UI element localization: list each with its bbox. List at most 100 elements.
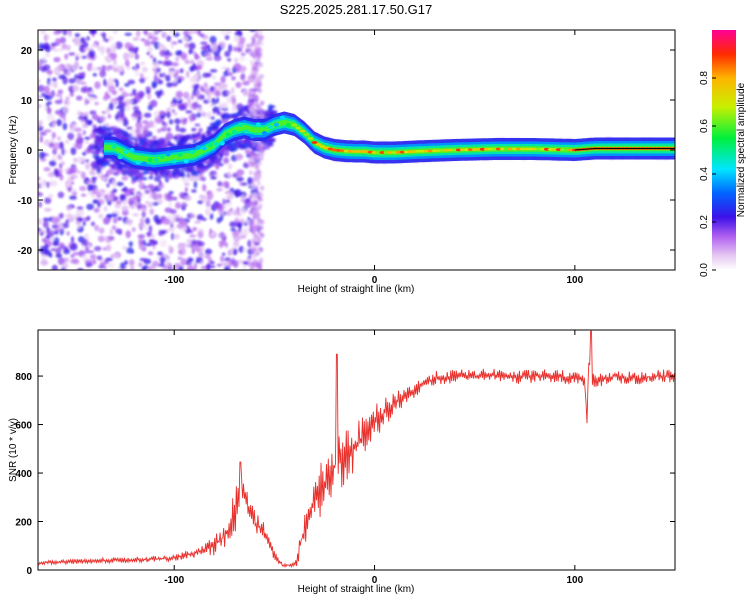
spectrogram-noise-blob — [55, 38, 61, 46]
spectrogram-noise-blob — [230, 227, 236, 232]
spectrogram-noise-blob — [38, 201, 43, 208]
spectrogram-noise-blob — [260, 185, 265, 191]
spectrogram-noise-blob — [111, 163, 116, 170]
spectrogram-noise-blob — [242, 138, 250, 144]
spectrogram-noise-blob — [180, 258, 187, 266]
colorbar-ticks: 0.0 0.2 0.4 0.6 0.8 — [699, 71, 716, 277]
spectrogram-ridge-hotspot — [141, 161, 147, 166]
spectrogram-noise-blob — [44, 94, 50, 99]
spectrogram-noise-blob — [96, 255, 103, 260]
spectrogram-noise-blob — [82, 151, 87, 156]
spectrogram-noise-blob — [169, 143, 175, 148]
spectrogram-noise-blob — [92, 124, 97, 129]
spectrogram-noise-blob — [138, 262, 143, 268]
spectrogram-ridge-hotspot — [315, 143, 322, 146]
spectrogram-noise-blob — [110, 43, 117, 48]
spectrogram-noise-blob — [57, 89, 64, 95]
spectrogram-noise-blob — [57, 257, 65, 266]
spectrogram-noise-blob — [45, 34, 50, 40]
spectrogram-noise-blob — [115, 228, 123, 234]
snr-y-tick-label: 800 — [15, 372, 32, 383]
snr-x-label: Height of straight line (km) — [298, 584, 415, 595]
spectrogram-noise-blob — [66, 231, 70, 236]
spectrogram-noise-blob — [183, 91, 190, 100]
spectrogram-noise-blob — [220, 30, 228, 36]
spectrogram-noise-blob — [132, 37, 140, 41]
spectrogram-noise-blob — [61, 43, 68, 50]
spectrogram-noise-blob — [125, 99, 133, 105]
spectrogram-noise-blob — [258, 160, 262, 166]
spectrogram-noise-blob — [249, 50, 254, 55]
spectrogram-noise-blob — [71, 84, 80, 92]
spectrogram-noise-blob — [128, 259, 135, 266]
spectrogram-noise-blob — [238, 245, 245, 253]
spectrogram-ridge-hotspot — [249, 134, 255, 139]
spectrogram-noise-blob — [121, 134, 129, 141]
spectrogram-noise-blob — [247, 239, 252, 248]
spectrogram-noise-blob — [121, 175, 129, 181]
spectrogram-noise-blob — [38, 79, 41, 84]
spectrogram-noise-blob — [228, 260, 232, 268]
spectrogram-noise-blob — [89, 134, 97, 139]
spectrogram-noise-blob — [205, 200, 211, 207]
spectrogram-noise-blob — [66, 30, 72, 35]
spectrogram-noise-blob — [96, 137, 103, 142]
spectrogram-noise-blob — [254, 241, 259, 247]
spectrogram-ridge-hotspot — [135, 160, 141, 165]
spectrogram-noise-blob — [68, 78, 76, 84]
spectrogram-noise-blob — [191, 239, 197, 246]
spectrogram-noise-blob — [242, 113, 249, 118]
spectrogram-noise-blob — [151, 135, 157, 140]
spectrogram-noise-blob — [140, 38, 146, 42]
spectrogram-noise-blob — [258, 203, 263, 209]
spectrogram-noise-blob — [194, 132, 203, 140]
spectrogram-noise-blob — [127, 79, 136, 85]
spectrogram-noise-blob — [122, 118, 129, 127]
spectrogram-noise-blob — [215, 90, 221, 97]
spectrogram-noise-blob — [160, 127, 167, 132]
colorbar-tick-label: 0.6 — [699, 119, 710, 133]
spectrogram-noise-blob — [151, 195, 160, 200]
spectrogram-noise-blob — [97, 45, 102, 52]
spectrogram-noise-blob — [205, 160, 209, 165]
spectrogram-ridge-hotspot — [307, 137, 314, 140]
spectrogram-noise-blob — [204, 82, 208, 88]
spectrogram-noise-blob — [98, 227, 105, 234]
spectrogram-noise-blob — [178, 265, 184, 270]
spectrogram-noise-blob — [251, 228, 256, 234]
spectrogram-noise-blob — [255, 78, 260, 84]
spectrogram-noise-blob — [233, 63, 242, 70]
spectrogram-noise-blob — [194, 52, 199, 59]
spectrogram-noise-blob — [62, 106, 69, 114]
spectrogram-noise-blob — [72, 252, 80, 256]
spectrogram-noise-blob — [209, 69, 218, 73]
spectrogram-noise-blob — [191, 127, 197, 132]
spectrogram-noise-blob — [194, 123, 201, 127]
spectrogram-noise-blob — [154, 176, 161, 182]
spectrogram-noise-blob — [104, 38, 109, 43]
spectrogram-ridge-hotspot — [261, 130, 267, 136]
spectrogram-noise-blob — [75, 221, 82, 225]
spectrogram-noise-blob — [229, 221, 237, 228]
spectrogram-noise-blob — [87, 183, 93, 192]
snr-x-tick-label: 100 — [566, 575, 583, 586]
spectrogram-noise-blob — [233, 236, 241, 242]
spectrogram-noise-blob — [251, 201, 256, 207]
spectrogram-noise-blob — [129, 168, 138, 175]
spectrogram-noise-blob — [234, 31, 243, 37]
spectrogram-noise-blob — [220, 239, 227, 246]
spectrogram-noise-blob — [74, 127, 82, 132]
spectrogram-noise-blob — [58, 141, 64, 150]
spectrogram-noise-blob — [209, 170, 217, 175]
spectrogram-noise-blob — [258, 30, 263, 35]
spectrogram-noise-blob — [209, 265, 216, 269]
spectrogram-noise-blob — [171, 62, 179, 67]
spectrogram-noise-blob — [240, 73, 246, 81]
spectrogram-noise-blob — [112, 217, 118, 224]
spectrogram-noise-blob — [217, 232, 226, 239]
spectrogram-noise-blob — [41, 92, 47, 98]
spectrogram-noise-blob — [252, 232, 257, 238]
spectrogram-noise-blob — [44, 249, 52, 257]
spectrogram-noise-blob — [184, 60, 190, 64]
spectrogram-noise-blob — [170, 42, 174, 49]
